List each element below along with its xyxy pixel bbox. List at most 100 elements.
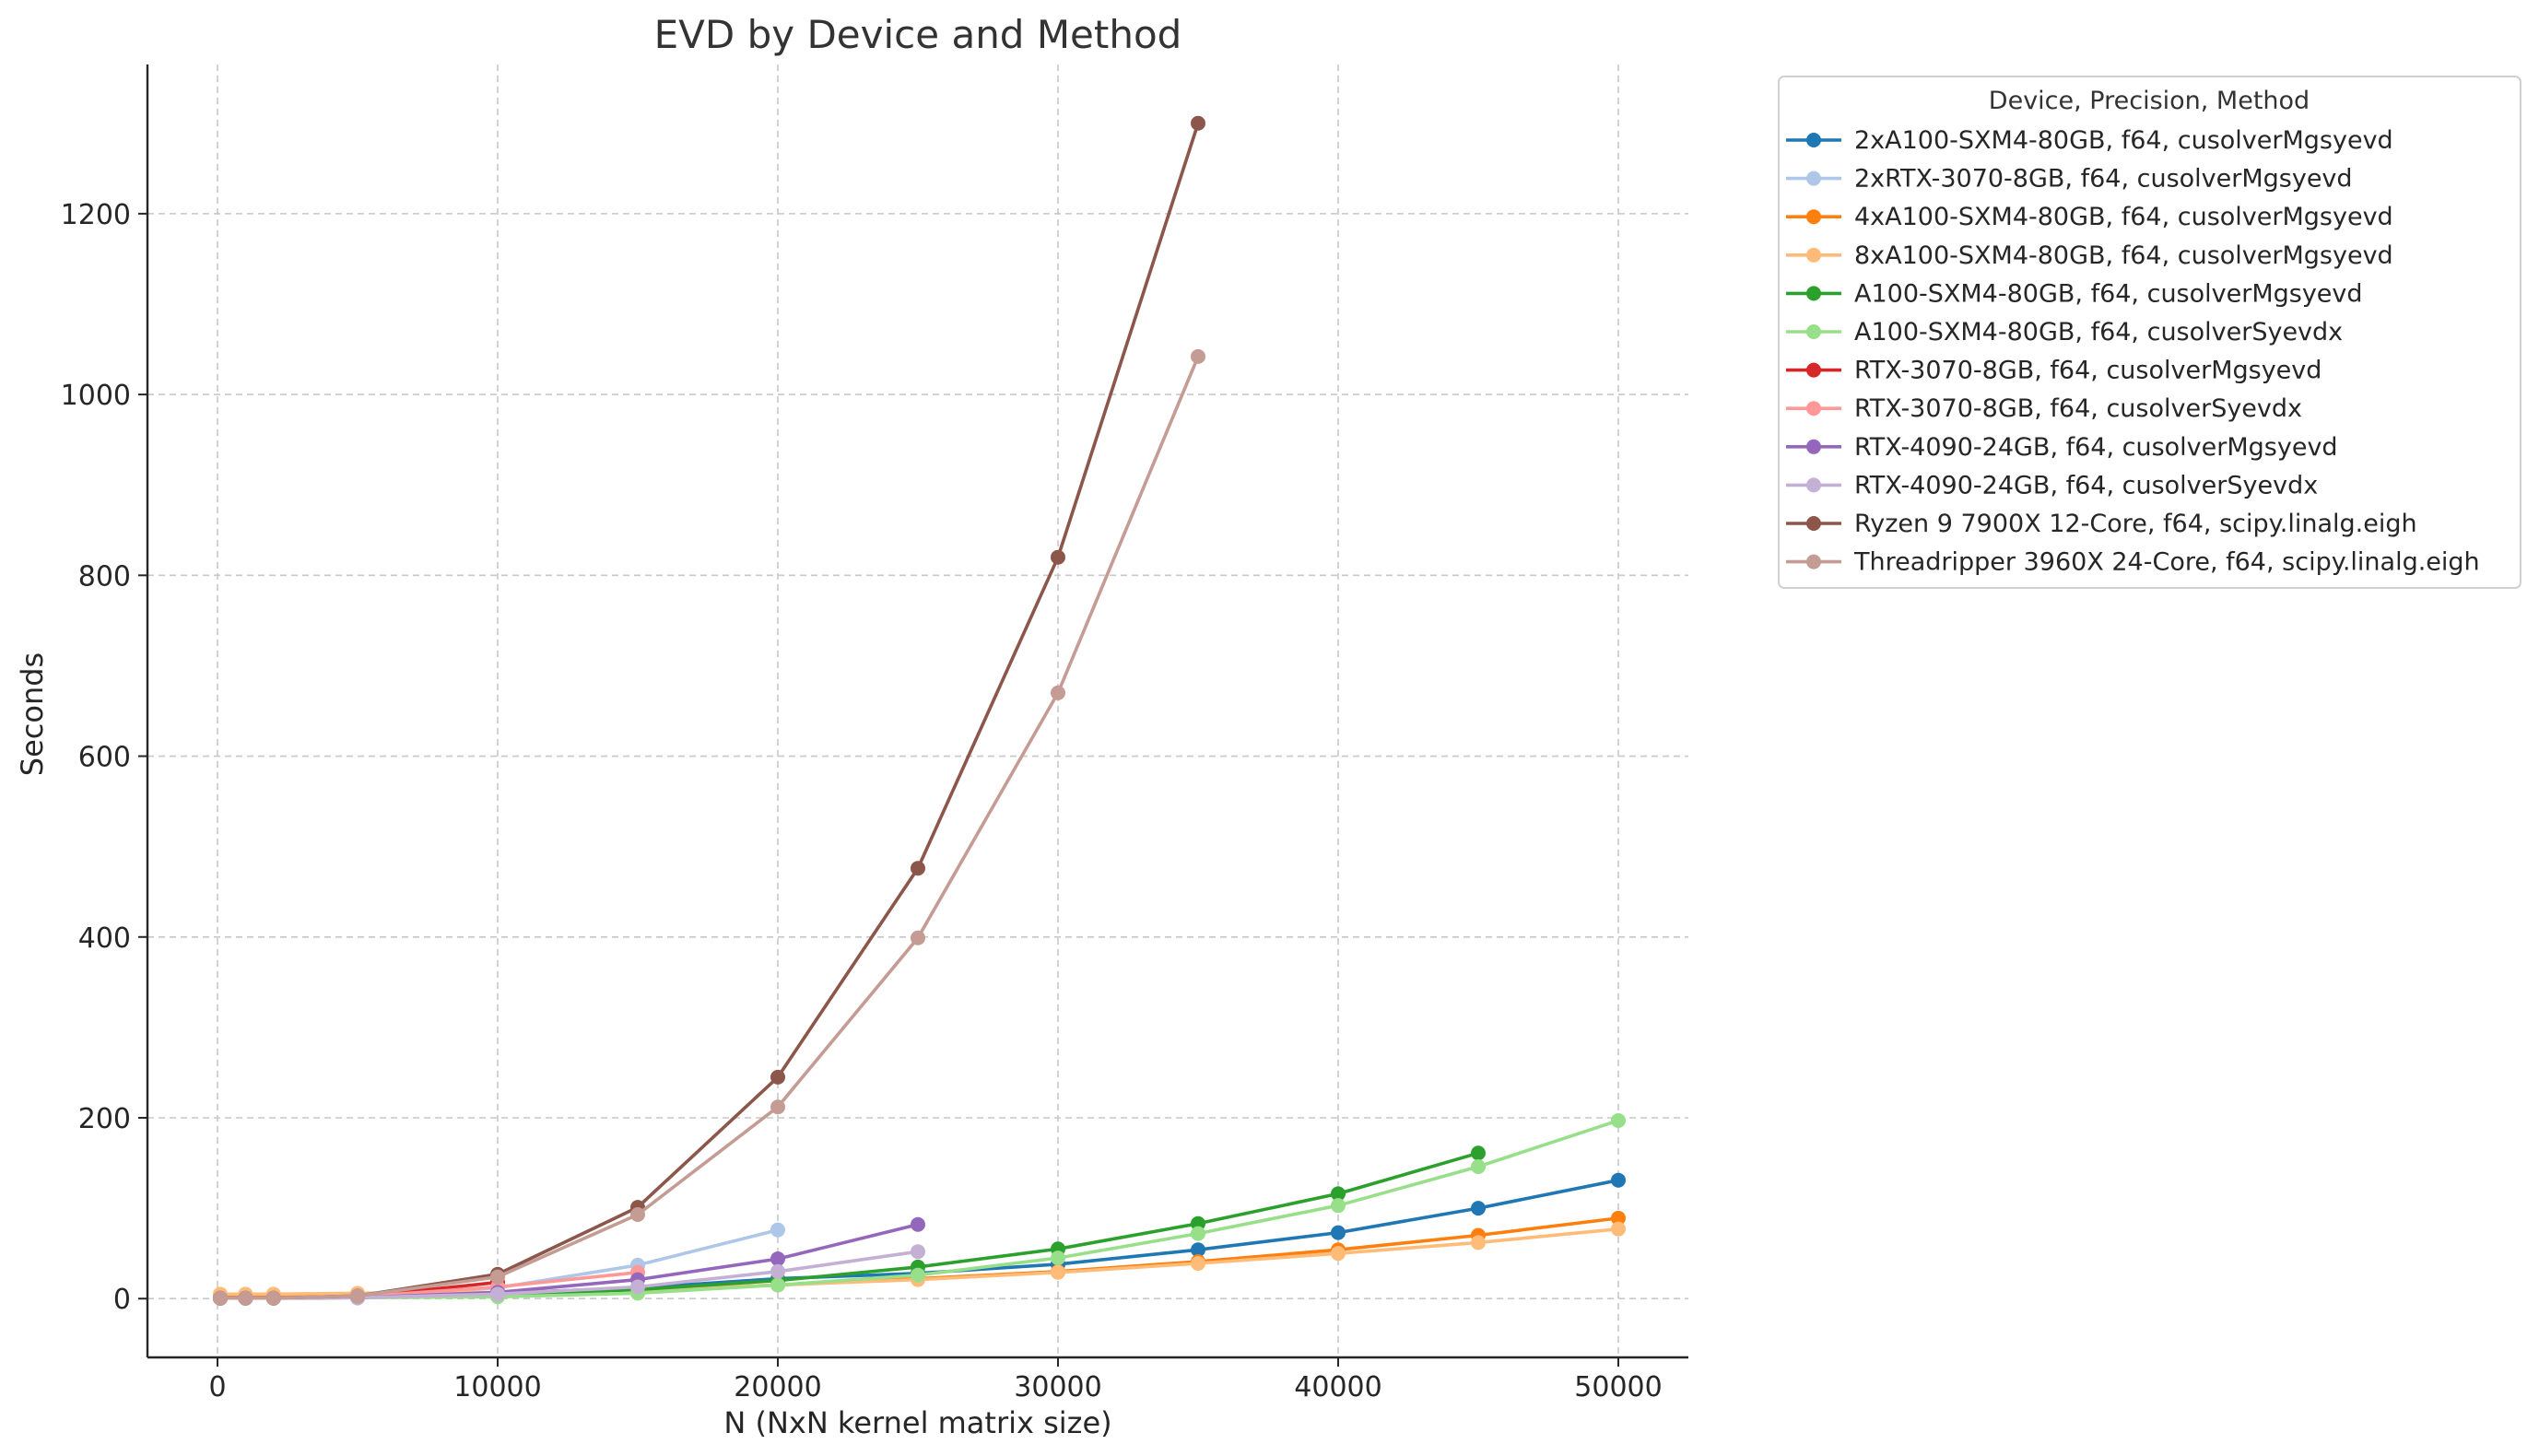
x-tick-label: 50000 xyxy=(1574,1371,1662,1403)
data-point xyxy=(911,1216,925,1232)
x-tick-label: 10000 xyxy=(453,1371,541,1403)
x-tick-label: 20000 xyxy=(734,1371,821,1403)
legend-label: RTX-4090-24GB, f64, cusolverSyevdx xyxy=(1854,471,2318,499)
y-tick-label: 400 xyxy=(78,922,131,955)
data-point xyxy=(490,1269,505,1285)
data-point xyxy=(1331,1225,1346,1240)
legend-swatch-marker xyxy=(1806,554,1821,569)
x-axis-label: N (NxN kernel matrix size) xyxy=(723,1405,1111,1440)
data-point xyxy=(1051,1264,1065,1280)
series-5 xyxy=(213,1112,1626,1306)
axes: 0 10000 20000 30000 40000 50000 0 200 400 600 800 1… xyxy=(61,65,1688,1403)
legend-label: A100-SXM4-80GB, f64, cusolverSyevdx xyxy=(1854,318,2343,346)
legend-item: RTX-4090-24GB, f64, cusolverMgsyevd xyxy=(1786,433,2338,462)
legend-swatch-marker xyxy=(1806,439,1821,454)
data-point xyxy=(1331,1186,1346,1202)
data-point xyxy=(1191,1255,1205,1271)
data-point xyxy=(1191,1242,1205,1258)
data-point xyxy=(350,1288,365,1304)
legend-swatch-marker xyxy=(1806,324,1821,339)
legend-item: 2xA100-SXM4-80GB, f64, cusolverMgsyevd xyxy=(1786,126,2393,155)
legend-label: Threadripper 3960X 24-Core, f64, scipy.l… xyxy=(1853,548,2480,577)
data-point xyxy=(911,1267,925,1283)
series-10 xyxy=(213,115,1205,1306)
data-point xyxy=(1191,115,1205,131)
data-point xyxy=(1051,549,1065,565)
y-tick-label: 1000 xyxy=(61,380,131,412)
data-point xyxy=(630,1279,645,1295)
legend-items: 2xA100-SXM4-80GB, f64, cusolverMgsyevd 2x… xyxy=(1786,126,2480,577)
legend-label: RTX-3070-8GB, f64, cusolverMgsyevd xyxy=(1854,357,2322,385)
legend-swatch-marker xyxy=(1806,133,1821,147)
data-point xyxy=(238,1290,253,1306)
data-point xyxy=(911,1244,925,1260)
data-point xyxy=(770,1277,785,1293)
data-point xyxy=(1191,348,1205,364)
legend-item: Ryzen 9 7900X 12-Core, f64, scipy.linalg… xyxy=(1786,510,2417,538)
legend-frame xyxy=(1778,76,2521,589)
legend-swatch-marker xyxy=(1806,286,1821,301)
x-tick-label: 40000 xyxy=(1294,1371,1381,1403)
legend-label: RTX-3070-8GB, f64, cusolverSyevdx xyxy=(1854,394,2302,423)
data-point xyxy=(213,1290,229,1306)
y-tick-label: 1200 xyxy=(61,199,131,231)
data-point xyxy=(265,1290,281,1306)
legend-label: 2xRTX-3070-8GB, f64, cusolverMgsyevd xyxy=(1854,165,2353,194)
legend-swatch-marker xyxy=(1806,477,1821,493)
series-11 xyxy=(213,348,1205,1306)
data-point xyxy=(1471,1158,1486,1174)
data-point xyxy=(1611,1210,1626,1226)
data-point xyxy=(770,1222,785,1238)
grid xyxy=(147,65,1688,1357)
data-point xyxy=(770,1069,785,1085)
y-axis-label: Seconds xyxy=(15,652,50,776)
legend-item: A100-SXM4-80GB, f64, cusolverMgsyevd xyxy=(1786,279,2363,308)
legend-item: 2xRTX-3070-8GB, f64, cusolverMgsyevd xyxy=(1786,165,2353,194)
legend-item: 8xA100-SXM4-80GB, f64, cusolverMgsyevd xyxy=(1786,241,2393,270)
legend-swatch-marker xyxy=(1806,362,1821,378)
y-tick-label: 200 xyxy=(78,1103,131,1135)
data-point xyxy=(770,1263,785,1279)
legend-swatch-marker xyxy=(1806,170,1821,186)
legend-title: Device, Precision, Method xyxy=(1989,87,2310,115)
series-line xyxy=(220,356,1200,1300)
legend-label: 2xA100-SXM4-80GB, f64, cusolverMgsyevd xyxy=(1854,126,2393,155)
legend-item: RTX-3070-8GB, f64, cusolverMgsyevd xyxy=(1786,357,2322,385)
legend-item: Threadripper 3960X 24-Core, f64, scipy.l… xyxy=(1786,548,2480,577)
series-group xyxy=(213,115,1626,1306)
legend-item: RTX-4090-24GB, f64, cusolverSyevdx xyxy=(1786,471,2318,499)
data-point xyxy=(1611,1221,1626,1237)
data-point xyxy=(911,930,925,945)
data-point xyxy=(1191,1226,1205,1241)
data-point xyxy=(490,1286,505,1302)
legend: Device, Precision, Method 2xA100-SXM4-80… xyxy=(1778,76,2521,589)
y-tick-label: 800 xyxy=(78,560,131,593)
legend-swatch-marker xyxy=(1806,516,1821,531)
chart-title: EVD by Device and Method xyxy=(654,12,1182,57)
data-point xyxy=(770,1251,785,1267)
series-line xyxy=(220,1223,919,1300)
data-point xyxy=(1331,1198,1346,1214)
legend-swatch-marker xyxy=(1806,401,1821,417)
legend-label: Ryzen 9 7900X 12-Core, f64, scipy.linalg… xyxy=(1854,510,2417,538)
legend-item: RTX-3070-8GB, f64, cusolverSyevdx xyxy=(1786,394,2302,423)
data-point xyxy=(630,1206,645,1222)
data-point xyxy=(1611,1112,1626,1128)
y-tick-label: 0 xyxy=(113,1284,131,1316)
legend-label: 8xA100-SXM4-80GB, f64, cusolverMgsyevd xyxy=(1854,241,2393,270)
legend-swatch-marker xyxy=(1806,209,1821,225)
x-tick-label: 30000 xyxy=(1014,1371,1101,1403)
y-tick-label: 600 xyxy=(78,742,131,774)
legend-label: 4xA100-SXM4-80GB, f64, cusolverMgsyevd xyxy=(1854,203,2393,231)
data-point xyxy=(770,1099,785,1115)
data-point xyxy=(1331,1246,1346,1262)
data-point xyxy=(1051,685,1065,700)
series-line xyxy=(220,123,1200,1300)
x-tick-label: 0 xyxy=(208,1371,226,1403)
data-point xyxy=(1471,1145,1486,1161)
legend-label: A100-SXM4-80GB, f64, cusolverMgsyevd xyxy=(1854,279,2363,308)
legend-item: 4xA100-SXM4-80GB, f64, cusolverMgsyevd xyxy=(1786,203,2393,231)
data-point xyxy=(1611,1172,1626,1188)
legend-item: A100-SXM4-80GB, f64, cusolverSyevdx xyxy=(1786,318,2343,346)
